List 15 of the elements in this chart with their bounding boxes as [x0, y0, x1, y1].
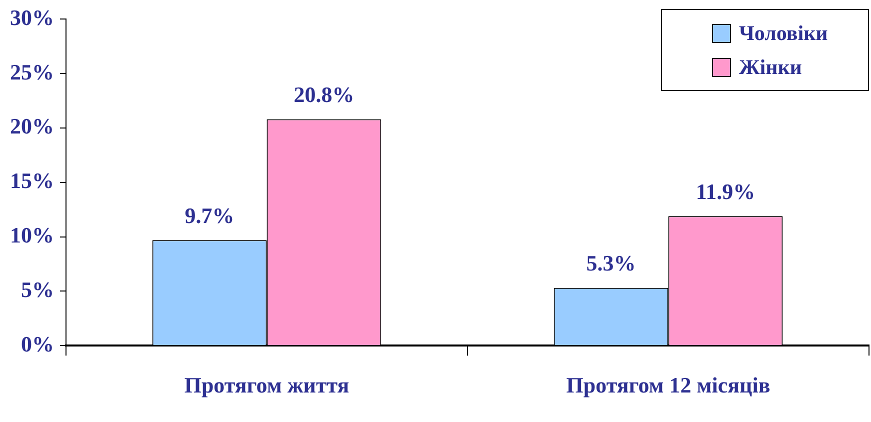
data-label: 5.3%: [586, 250, 636, 276]
data-label: 9.7%: [184, 202, 234, 228]
x-tick-label: Протягом життя: [184, 372, 350, 398]
y-tick-label: 25%: [10, 59, 54, 84]
y-tick-label: 5%: [21, 276, 54, 302]
y-tick-label: 10%: [10, 222, 54, 248]
data-label: 11.9%: [696, 178, 756, 204]
x-tick-label: Протягом 12 місяців: [566, 372, 770, 398]
data-label: 20.8%: [294, 82, 354, 107]
y-tick-label: 20%: [10, 114, 54, 139]
legend-label: Жінки: [739, 54, 802, 80]
y-tick-label: 15%: [10, 168, 54, 194]
legend-label: Чоловіки: [739, 20, 828, 46]
y-tick-label: 0%: [21, 331, 54, 356]
y-tick-label: 30%: [10, 4, 54, 30]
